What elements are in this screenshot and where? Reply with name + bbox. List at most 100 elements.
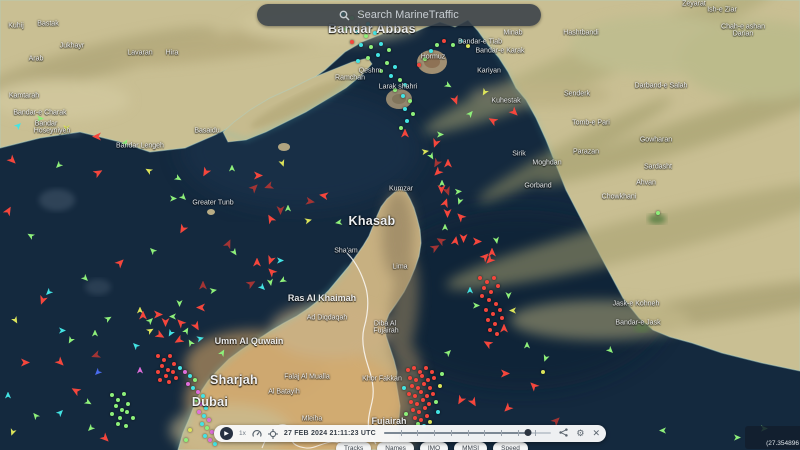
timeline-track[interactable] [383,429,552,438]
vessel-marker[interactable] [6,154,19,167]
vessel-marker[interactable] [208,438,212,442]
vessel-marker[interactable] [473,302,480,309]
vessel-marker[interactable] [181,325,191,335]
vessel-marker[interactable] [424,366,428,370]
vessel-marker[interactable] [431,166,444,179]
vessel-marker[interactable] [442,39,446,43]
vessel-marker[interactable] [262,180,274,192]
vessel-marker[interactable] [126,402,130,406]
vessel-marker[interactable] [130,340,140,350]
vessel-marker[interactable] [418,370,422,374]
vessel-marker[interactable] [479,87,489,97]
vessel-marker[interactable] [10,315,20,325]
vessel-marker[interactable] [426,378,430,382]
vessel-marker[interactable] [431,392,435,396]
vessel-marker[interactable] [277,275,287,285]
vessel-marker[interactable] [484,308,488,312]
vessel-marker[interactable] [656,211,660,215]
vessel-marker[interactable] [498,308,502,312]
vessel-marker[interactable] [116,398,120,402]
vessel-marker[interactable] [408,376,412,380]
vessel-marker[interactable] [65,335,75,345]
vessel-marker[interactable] [403,107,407,111]
vessel-marker[interactable] [373,31,377,35]
vessel-marker[interactable] [417,410,421,414]
vessel-marker[interactable] [184,438,188,442]
vessel-marker[interactable] [496,284,500,288]
vessel-marker[interactable] [202,414,206,418]
vessel-marker[interactable] [334,218,342,226]
vessel-marker[interactable] [156,370,160,374]
vessel-marker[interactable] [145,315,155,325]
vessel-marker[interactable] [389,74,393,78]
vessel-marker[interactable] [423,406,427,410]
vessel-marker[interactable] [489,290,493,294]
vessel-marker[interactable] [443,209,452,218]
vessel-marker[interactable] [99,432,112,445]
vessel-marker[interactable] [284,204,292,212]
filter-pill-names[interactable]: Names [377,442,414,450]
vessel-marker[interactable] [356,59,360,63]
vessel-marker[interactable] [413,394,417,398]
vessel-marker[interactable] [92,132,101,141]
vessel-marker[interactable] [83,397,93,407]
vessel-marker[interactable] [85,423,95,433]
vessel-marker[interactable] [419,390,423,394]
vessel-marker[interactable] [366,56,370,60]
vessel-marker[interactable] [417,63,421,67]
play-button[interactable]: ▶ [220,427,233,440]
vessel-marker[interactable] [478,276,482,280]
vessel-marker[interactable] [422,382,426,386]
vessel-marker[interactable] [89,349,101,361]
timeline-playhead[interactable] [524,429,532,436]
filter-pill-mmsi[interactable]: MMSI [454,442,488,450]
vessel-marker[interactable] [413,416,417,420]
vessel-marker[interactable] [509,307,516,314]
vessel-marker[interactable] [257,282,267,292]
vessel-marker[interactable] [485,280,489,284]
vessel-marker[interactable] [171,370,175,374]
vessel-marker[interactable] [444,158,452,168]
vessel-marker[interactable] [253,257,261,267]
share-icon[interactable] [559,428,569,439]
vessel-marker[interactable] [191,386,195,390]
vessel-marker[interactable] [167,380,171,384]
vessel-marker[interactable] [420,374,424,378]
vessel-marker[interactable] [162,358,166,362]
vessel-marker[interactable] [114,404,118,408]
vessel-marker[interactable] [158,378,162,382]
vessel-marker[interactable] [318,190,328,200]
vessel-marker[interactable] [435,43,439,47]
vessel-marker[interactable] [387,48,391,52]
vessel-marker[interactable] [213,442,217,446]
vessel-marker[interactable] [178,192,188,202]
vessel-marker[interactable] [480,294,484,298]
vessel-marker[interactable] [492,236,500,244]
vessel-marker[interactable] [467,396,479,408]
vessel-marker[interactable] [439,196,451,208]
vessel-marker[interactable] [355,30,359,34]
vessel-marker[interactable] [245,277,257,289]
vessel-marker[interactable] [264,254,276,266]
vessel-marker[interactable] [205,426,209,430]
vessel-marker[interactable] [210,430,214,434]
vessel-marker[interactable] [434,234,446,246]
vessel-marker[interactable] [154,310,163,319]
vessel-marker[interactable] [398,78,402,82]
vessel-marker[interactable] [199,280,207,290]
vessel-marker[interactable] [139,310,147,320]
vessel-marker[interactable] [379,69,383,73]
vessel-marker[interactable] [196,334,205,343]
vessel-marker[interactable] [454,210,467,223]
vessel-marker[interactable] [91,329,99,337]
vessel-marker[interactable] [407,392,411,396]
vessel-marker[interactable] [199,402,203,406]
vessel-marker[interactable] [118,416,122,420]
vessel-marker[interactable] [161,318,170,327]
vessel-marker[interactable] [178,366,182,370]
vessel-marker[interactable] [423,57,427,61]
vessel-marker[interactable] [276,206,285,215]
vessel-marker[interactable] [455,197,464,206]
vessel-marker[interactable] [500,323,508,333]
vessel-marker[interactable] [145,325,155,335]
